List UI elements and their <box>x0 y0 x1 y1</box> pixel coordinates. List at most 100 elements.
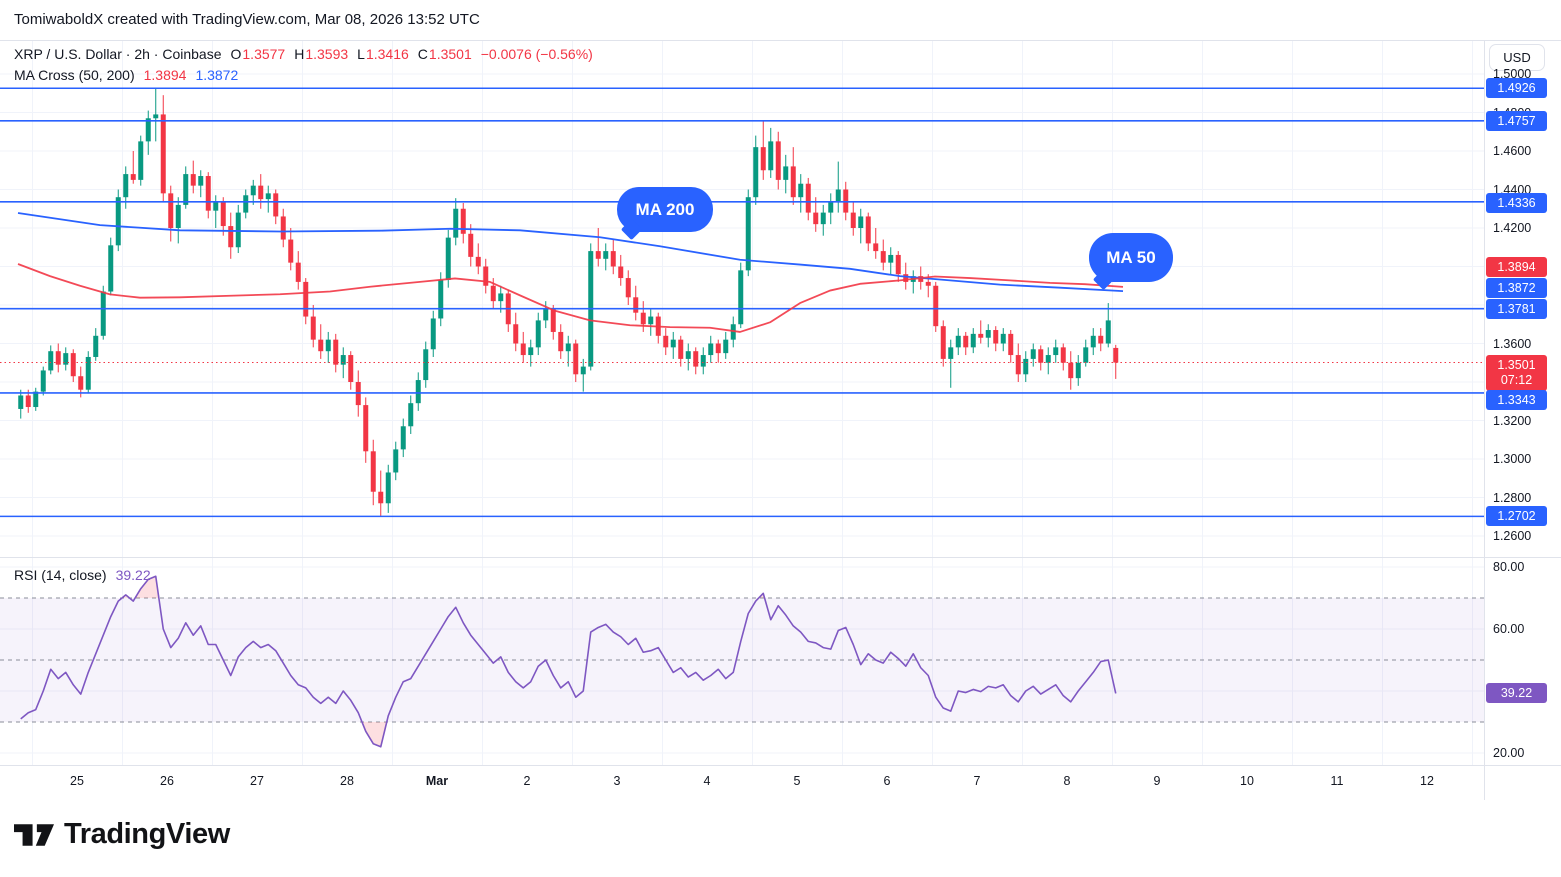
price-axis-badge: 1.3343 <box>1486 390 1547 410</box>
candle-body <box>1053 347 1059 356</box>
candle-body <box>318 339 324 352</box>
candle-body <box>498 293 504 302</box>
candle-body <box>933 285 939 327</box>
candle-body <box>378 491 384 504</box>
ma50-value: 1.3894 <box>143 67 187 83</box>
price-axis-badge: 1.3894 <box>1486 257 1547 277</box>
candle-body <box>295 262 301 282</box>
candle-body <box>453 208 459 238</box>
price-tick-label: 1.4200 <box>1493 221 1532 235</box>
candle-body <box>685 351 691 359</box>
candle-body <box>415 380 421 404</box>
candle-body <box>400 426 406 450</box>
time-tick-label: 4 <box>703 774 711 788</box>
candle-body <box>768 141 774 171</box>
candle-body <box>955 335 961 348</box>
candle-body <box>828 201 834 213</box>
candle-body <box>385 472 391 504</box>
candle-body <box>475 256 481 267</box>
time-tick-label: 3 <box>613 774 621 788</box>
rsi-tick-label: 80.00 <box>1493 560 1525 574</box>
candle-body <box>520 343 526 356</box>
candle-body <box>40 370 46 392</box>
candle-body <box>1000 333 1006 344</box>
candle-body <box>700 355 706 367</box>
candle-body <box>730 324 736 340</box>
rsi-tick-label: 60.00 <box>1493 622 1525 636</box>
attribution-text: TomiwaboldX created with TradingView.com… <box>14 11 480 28</box>
candle-body <box>925 281 931 286</box>
time-tick-label: 28 <box>340 774 354 788</box>
price-axis-badge: 1.2702 <box>1486 506 1547 526</box>
candle-body <box>993 330 999 344</box>
candle-body <box>198 176 204 186</box>
candle-body <box>1030 349 1036 359</box>
candle-body <box>865 216 871 244</box>
open-value: 1.3577 <box>242 46 286 62</box>
candle-body <box>760 147 766 171</box>
candle-body <box>738 270 744 325</box>
candle-body <box>723 339 729 354</box>
close-label: C <box>417 46 428 62</box>
currency-button[interactable]: USD <box>1489 44 1545 71</box>
price-tick-label: 1.3600 <box>1493 336 1532 351</box>
candle-body <box>250 185 256 196</box>
rsi-line <box>20 575 1117 748</box>
price-scale[interactable]: USD 1.50001.48001.46001.44001.42001.4000… <box>1484 40 1561 800</box>
candle-body <box>258 185 264 200</box>
candle-body <box>610 251 616 267</box>
candle-body <box>813 212 819 225</box>
time-tick-label: 8 <box>1063 774 1071 788</box>
symbol-legend[interactable]: XRP / U.S. Dollar · 2h · Coinbase O 1.357… <box>14 46 593 62</box>
candle-body <box>985 330 991 338</box>
candle-body <box>205 176 211 211</box>
candle-body <box>790 166 796 198</box>
time-tick-label: 2 <box>523 774 531 788</box>
change-value: −0.0076 (−0.56%) <box>480 46 593 62</box>
candle-body <box>85 356 91 390</box>
candle-body <box>303 281 309 317</box>
candle-body <box>100 291 106 336</box>
candle-body <box>273 193 279 217</box>
candle-body <box>153 114 159 119</box>
rsi-overbought-fill <box>122 576 765 598</box>
candle-body <box>1068 362 1074 379</box>
candle-body <box>93 335 99 357</box>
candle-body <box>963 335 969 348</box>
ma50-callout[interactable]: MA 50 <box>1089 233 1173 282</box>
tradingview-logo[interactable]: TradingView <box>14 818 230 851</box>
candle-body <box>213 201 219 211</box>
time-tick-label: 9 <box>1153 774 1161 788</box>
candle-body <box>393 449 399 473</box>
candle-body <box>640 312 646 325</box>
candle-body <box>228 226 234 248</box>
ohlc-high: H 1.3593 <box>294 46 348 62</box>
candle-body <box>1105 320 1111 344</box>
ma200-callout[interactable]: MA 200 <box>617 187 713 232</box>
high-label: H <box>294 46 305 62</box>
candle-body <box>130 174 136 180</box>
candle-body <box>753 147 759 198</box>
ohlc-low: L 1.3416 <box>357 46 409 62</box>
time-scale[interactable]: 25 26 27 28 Mar 2 3 4 5 6 7 8 9 10 11 12 <box>0 766 1561 800</box>
candle-body <box>603 251 609 259</box>
logo-text: TradingView <box>64 818 230 850</box>
candle-body <box>903 274 909 282</box>
low-label: L <box>357 46 365 62</box>
ma-cross-legend[interactable]: MA Cross (50, 200) 1.3894 1.3872 <box>14 67 238 83</box>
price-axis-badge: 39.22 <box>1486 683 1547 703</box>
candle-body <box>850 212 856 228</box>
candle-body <box>18 395 24 409</box>
rsi-legend[interactable]: RSI (14, close) 39.22 <box>14 567 151 583</box>
candle-body <box>333 339 339 365</box>
price-tick-label: 1.3200 <box>1493 413 1532 428</box>
candle-body <box>243 195 249 213</box>
candle-body <box>895 254 901 275</box>
candle-body <box>663 335 669 348</box>
low-value: 1.3416 <box>365 46 409 62</box>
candle-body <box>310 316 316 340</box>
candle-body <box>670 339 676 348</box>
candle-body <box>1023 358 1029 375</box>
